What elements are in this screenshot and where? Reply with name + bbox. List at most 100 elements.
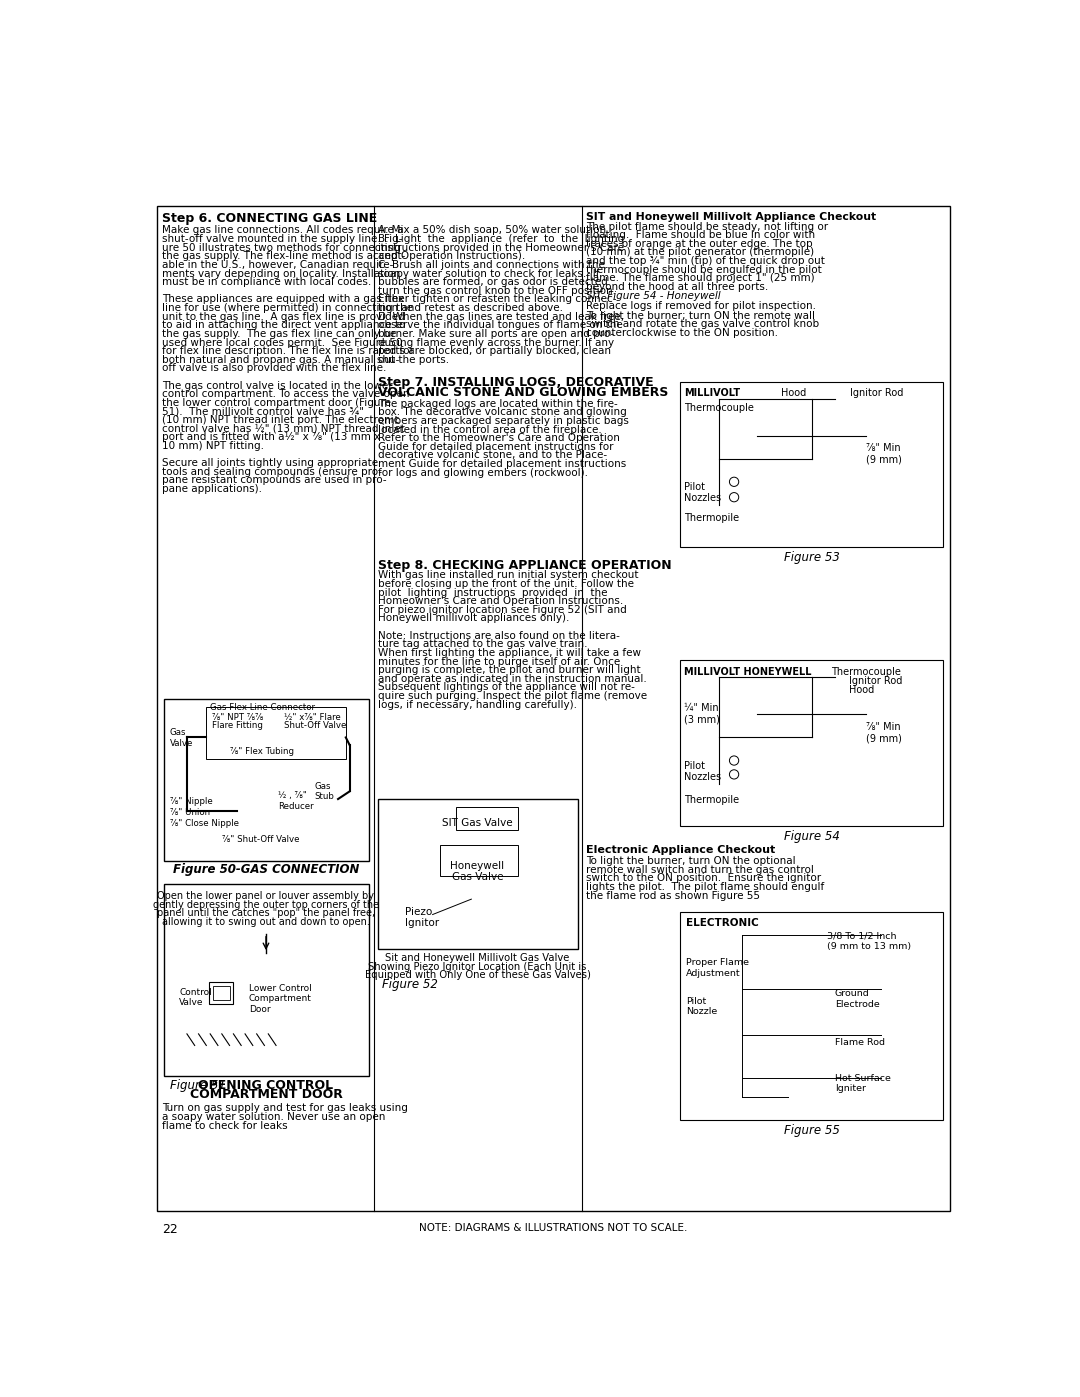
Text: NOTE: DIAGRAMS & ILLUSTRATIONS NOT TO SCALE.: NOTE: DIAGRAMS & ILLUSTRATIONS NOT TO SC… [419, 1222, 688, 1232]
Text: box. The decorative volcanic stone and glowing: box. The decorative volcanic stone and g… [378, 408, 627, 418]
Text: D. When the gas lines are tested and leak free,: D. When the gas lines are tested and lea… [378, 312, 624, 321]
Text: able in the U.S., however, Canadian require-: able in the U.S., however, Canadian requ… [162, 260, 393, 270]
Text: Figure 51: Figure 51 [170, 1078, 226, 1091]
Text: Figure 52: Figure 52 [382, 978, 438, 992]
Text: Flare Fitting: Flare Fitting [212, 721, 262, 729]
Text: Hood: Hood [849, 685, 874, 696]
Text: Step 6. CONNECTING GAS LINE: Step 6. CONNECTING GAS LINE [162, 212, 377, 225]
Text: unit to the gas line.  A gas flex line is provided: unit to the gas line. A gas flex line is… [162, 312, 405, 321]
Text: MILLIVOLT HONEYWELL: MILLIVOLT HONEYWELL [684, 666, 811, 676]
Text: the gas supply. The flex-line method is accept-: the gas supply. The flex-line method is … [162, 251, 405, 261]
Text: port and is fitted with a½" x ⅞" (13 mm x: port and is fitted with a½" x ⅞" (13 mm … [162, 432, 380, 443]
Text: Ignitor Rod: Ignitor Rod [850, 388, 904, 398]
Bar [208, 982, 233, 1004]
Text: Note: Instructions are also found on the litera-: Note: Instructions are also found on the… [378, 630, 620, 641]
Text: To light the burner; turn ON the remote wall: To light the burner; turn ON the remote … [586, 312, 815, 321]
Text: turn the gas control knob to the OFF position.: turn the gas control knob to the OFF pos… [378, 286, 617, 296]
Text: pilot  lighting  instructions  provided  in  the: pilot lighting instructions provided in … [378, 588, 608, 598]
Text: Figure 53: Figure 53 [784, 550, 839, 564]
Text: ⅞" Union: ⅞" Union [170, 809, 210, 817]
Text: pane applications).: pane applications). [162, 485, 262, 495]
Text: B.  Light  the  appliance  (refer  to  the  lighting: B. Light the appliance (refer to the lig… [378, 235, 624, 244]
Bar [456, 806, 517, 830]
Text: the flame rod as shown Figure 55: the flame rod as shown Figure 55 [586, 890, 760, 901]
Text: Sit and Honeywell Millivolt Gas Valve: Sit and Honeywell Millivolt Gas Valve [386, 953, 570, 963]
Text: For piezo ignitor location see Figure 52 (SIT and: For piezo ignitor location see Figure 52… [378, 605, 627, 615]
Text: control valve has ½" (13 mm) NPT thread inlet: control valve has ½" (13 mm) NPT thread … [162, 423, 405, 433]
Text: Figure 54: Figure 54 [784, 830, 839, 842]
Text: With gas line installed run initial system checkout: With gas line installed run initial syst… [378, 570, 639, 580]
Text: bubbles are formed, or gas odor is detected: bubbles are formed, or gas odor is detec… [378, 277, 608, 288]
Text: and operate as indicated in the instruction manual.: and operate as indicated in the instruct… [378, 673, 647, 685]
Text: ¼" Min
(3 mm): ¼" Min (3 mm) [684, 703, 719, 725]
Text: tion and retest as described above.: tion and retest as described above. [378, 303, 564, 313]
Text: MILLIVOLT: MILLIVOLT [684, 388, 740, 398]
Text: Pilot
Nozzles: Pilot Nozzles [684, 482, 720, 503]
Text: Control
Valve: Control Valve [179, 988, 212, 1007]
Text: SIT, Figure 54 - Honeywell: SIT, Figure 54 - Honeywell [586, 291, 720, 300]
Text: observe the individual tongues of flame on the: observe the individual tongues of flame … [378, 320, 623, 330]
Text: COMPARTMENT DOOR: COMPARTMENT DOOR [189, 1088, 342, 1101]
Text: ⅞" Flex Tubing: ⅞" Flex Tubing [230, 747, 294, 756]
Text: gently depressing the outer top corners of the: gently depressing the outer top corners … [153, 900, 379, 909]
Text: These appliances are equipped with a gas flex: These appliances are equipped with a gas… [162, 295, 404, 305]
Text: Open the lower panel or louver assembly by: Open the lower panel or louver assembly … [158, 891, 375, 901]
Text: Thermocouple: Thermocouple [831, 666, 901, 676]
Text: to aid in attaching the direct vent appliance to: to aid in attaching the direct vent appl… [162, 320, 405, 330]
Text: switch to the ON position.  Ensure the ignitor: switch to the ON position. Ensure the ig… [586, 873, 821, 883]
Text: for logs and glowing embers (rockwool).: for logs and glowing embers (rockwool). [378, 468, 589, 478]
Text: both natural and propane gas. A manual shu-: both natural and propane gas. A manual s… [162, 355, 400, 365]
Text: logs, if necessary, handling carefully).: logs, if necessary, handling carefully). [378, 700, 578, 710]
Bar [164, 884, 369, 1076]
Text: soapy water solution to check for leaks.  If: soapy water solution to check for leaks.… [378, 268, 599, 278]
Text: ⅞" Min
(9 mm): ⅞" Min (9 mm) [866, 722, 902, 743]
Text: and Operation Instructions).: and Operation Instructions). [378, 251, 526, 261]
Text: Gas
Stub: Gas Stub [314, 782, 335, 802]
Text: ELECTRONIC: ELECTRONIC [686, 918, 759, 929]
Text: VOLCANIC STONE AND GLOWING EMBERS: VOLCANIC STONE AND GLOWING EMBERS [378, 386, 669, 398]
Text: ments vary depending on locality. Installation: ments vary depending on locality. Instal… [162, 268, 401, 278]
Text: purging is complete, the pilot and burner will light: purging is complete, the pilot and burne… [378, 665, 640, 675]
Text: remote wall switch and turn the gas control: remote wall switch and turn the gas cont… [586, 865, 814, 875]
Text: allowing it to swing out and down to open.: allowing it to swing out and down to ope… [162, 916, 370, 926]
Text: the lower control compartment door (Figure: the lower control compartment door (Figu… [162, 398, 391, 408]
Text: Figure 55: Figure 55 [784, 1125, 839, 1137]
Text: beyond the hood at all three ports.: beyond the hood at all three ports. [586, 282, 768, 292]
Text: lights the pilot.  The pilot flame should engulf: lights the pilot. The pilot flame should… [586, 882, 824, 891]
Text: Shut-Off Valve: Shut-Off Valve [284, 721, 347, 729]
Text: traces of orange at the outer edge. The top: traces of orange at the outer edge. The … [586, 239, 812, 249]
Bar [679, 912, 943, 1120]
Text: embers are packaged separately in plastic bags: embers are packaged separately in plasti… [378, 416, 630, 426]
Bar [441, 845, 517, 876]
Bar [164, 698, 369, 861]
Text: floating.  Flame should be blue in color with: floating. Flame should be blue in color … [586, 231, 815, 240]
Text: Pilot
Nozzles: Pilot Nozzles [684, 760, 720, 782]
Text: Gas
Valve: Gas Valve [170, 728, 193, 747]
Text: ture tag attached to the gas valve train.: ture tag attached to the gas valve train… [378, 640, 588, 650]
Text: Piezo
Ignitor: Piezo Ignitor [405, 907, 440, 929]
Text: Honeywell
Gas Valve: Honeywell Gas Valve [450, 861, 504, 883]
Bar [679, 661, 943, 826]
Text: off valve is also provided with the flex line.: off valve is also provided with the flex… [162, 363, 387, 373]
Text: ducing flame evenly across the burner. If any: ducing flame evenly across the burner. I… [378, 338, 615, 348]
Text: ports are blocked, or partially blocked, clean: ports are blocked, or partially blocked,… [378, 346, 611, 356]
Text: The gas control valve is located in the lower: The gas control valve is located in the … [162, 380, 393, 391]
Text: Thermocouple: Thermocouple [684, 404, 754, 414]
Text: Hood: Hood [781, 388, 806, 398]
Text: ment Guide for detailed placement instructions: ment Guide for detailed placement instru… [378, 460, 626, 469]
Text: Electronic Appliance Checkout: Electronic Appliance Checkout [586, 845, 775, 855]
Text: When first lighting the appliance, it will take a few: When first lighting the appliance, it wi… [378, 648, 642, 658]
Text: Step 8. CHECKING APPLIANCE OPERATION: Step 8. CHECKING APPLIANCE OPERATION [378, 559, 672, 571]
Text: ½ , ⅞"
Reducer: ½ , ⅞" Reducer [279, 791, 314, 810]
Text: flame. The flame should project 1" (25 mm): flame. The flame should project 1" (25 m… [586, 274, 814, 284]
Text: Ground
Electrode: Ground Electrode [835, 989, 879, 1009]
Text: 10 mm) NPT fitting.: 10 mm) NPT fitting. [162, 441, 265, 451]
Text: Guide for detailed placement instructions for: Guide for detailed placement instruction… [378, 441, 613, 451]
Text: a soapy water solution. Never use an open: a soapy water solution. Never use an ope… [162, 1112, 386, 1122]
Text: quire such purging. Inspect the pilot flame (remove: quire such purging. Inspect the pilot fl… [378, 692, 648, 701]
Text: counterclockwise to the ON position.: counterclockwise to the ON position. [586, 328, 778, 338]
Text: ⅞" Shut-Off Valve: ⅞" Shut-Off Valve [221, 835, 299, 844]
Text: (10 mm) at the pilot generator (thermopile): (10 mm) at the pilot generator (thermopi… [586, 247, 814, 257]
Text: used where local codes permit.  See Figure 50: used where local codes permit. See Figur… [162, 338, 403, 348]
Text: flame to check for leaks: flame to check for leaks [162, 1120, 287, 1132]
